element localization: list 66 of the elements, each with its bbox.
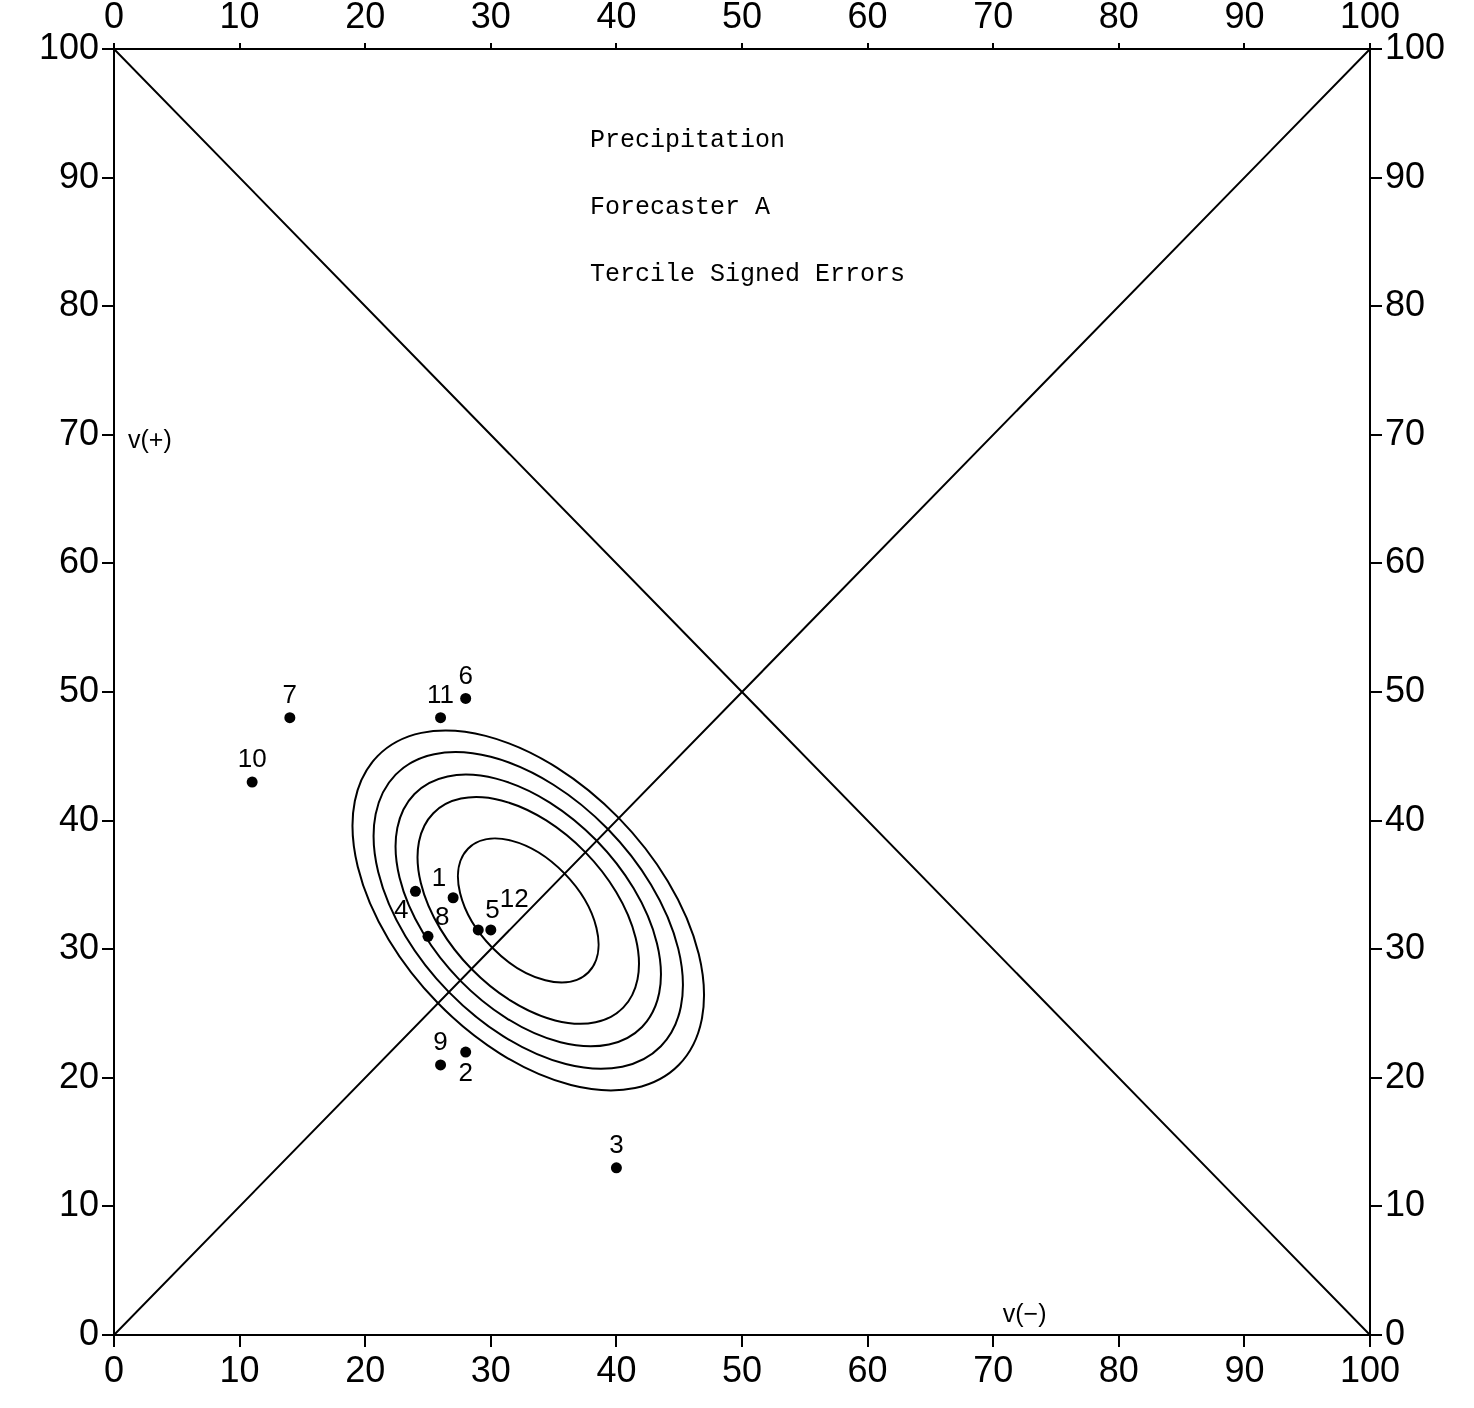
point: [246, 776, 258, 788]
y2-tick-label: 60: [1385, 540, 1426, 582]
annotation: 7: [282, 678, 298, 709]
point: [610, 1162, 622, 1174]
x-tick-label: 10: [219, 0, 260, 37]
annotation: 6: [458, 659, 473, 690]
y-tick-label: 0: [78, 1311, 99, 1353]
y-tick-label: 50: [58, 668, 99, 710]
y2-tick-label: 10: [1385, 1183, 1426, 1225]
y2-tick-label: 70: [1385, 411, 1426, 453]
annotation: Precipitation: [590, 125, 786, 155]
point: [435, 712, 447, 724]
x2-tick-label: 60: [847, 1348, 888, 1390]
annotation: 1: [431, 861, 447, 892]
y2-tick-label: 80: [1385, 283, 1426, 325]
point: [409, 885, 421, 897]
x-axis-title: v(−): [1002, 1298, 1047, 1327]
x-tick-label: 30: [470, 0, 511, 37]
x2-tick-label: 50: [721, 1348, 763, 1390]
x2-tick-label: 80: [1098, 1348, 1139, 1390]
x-tick-label: 50: [721, 0, 763, 37]
x-tick-label: 40: [596, 0, 637, 37]
y2-tick-label: 50: [1385, 668, 1426, 710]
x2-tick-label: 0: [103, 1348, 125, 1390]
point: [435, 1059, 447, 1071]
point: [485, 924, 497, 936]
annotation: 9: [433, 1026, 448, 1057]
y-tick-label: 80: [58, 283, 99, 325]
point: [460, 1046, 472, 1058]
y2-tick-label: 40: [1385, 797, 1426, 839]
y2-tick-label: 30: [1385, 926, 1426, 968]
x-tick-label: 20: [345, 0, 386, 37]
x-tick-label: 80: [1098, 0, 1139, 37]
x-tick-label: 70: [973, 0, 1014, 37]
y-tick-label: 20: [58, 1054, 99, 1096]
annotation: Forecaster A: [590, 192, 771, 222]
x2-tick-label: 10: [219, 1348, 260, 1390]
y-tick-label: 30: [58, 926, 99, 968]
y2-tick-label: 90: [1385, 154, 1426, 196]
point: [447, 892, 459, 904]
y2-tick-label: 20: [1385, 1054, 1426, 1096]
annotation: Tercile Signed Errors: [590, 259, 906, 289]
annotation: 3: [609, 1128, 624, 1159]
annotation: 4: [393, 893, 409, 924]
point: [284, 712, 296, 724]
x2-tick-label: 90: [1224, 1348, 1265, 1390]
annotation: 12: [499, 883, 529, 914]
y-tick-label: 10: [58, 1183, 99, 1225]
annotation: 8: [435, 900, 450, 931]
annotation: 10: [237, 743, 267, 774]
y-tick-label: 90: [58, 154, 99, 196]
x-tick-label: 0: [103, 0, 125, 37]
x2-tick-label: 30: [470, 1348, 511, 1390]
x2-tick-label: 70: [973, 1348, 1014, 1390]
annotation: 11: [427, 678, 455, 709]
x-tick-label: 90: [1224, 0, 1265, 37]
y-tick-label: 70: [58, 411, 99, 453]
annotation: 5: [485, 894, 500, 925]
y-tick-label: 40: [58, 797, 99, 839]
x2-tick-label: 20: [345, 1348, 386, 1390]
annotation: 2: [458, 1057, 473, 1088]
y-tick-label: 60: [58, 540, 99, 582]
y-axis-title: v(+): [128, 425, 172, 454]
x2-tick-label: 40: [596, 1348, 637, 1390]
point: [460, 692, 472, 704]
x-tick-label: 60: [847, 0, 888, 37]
